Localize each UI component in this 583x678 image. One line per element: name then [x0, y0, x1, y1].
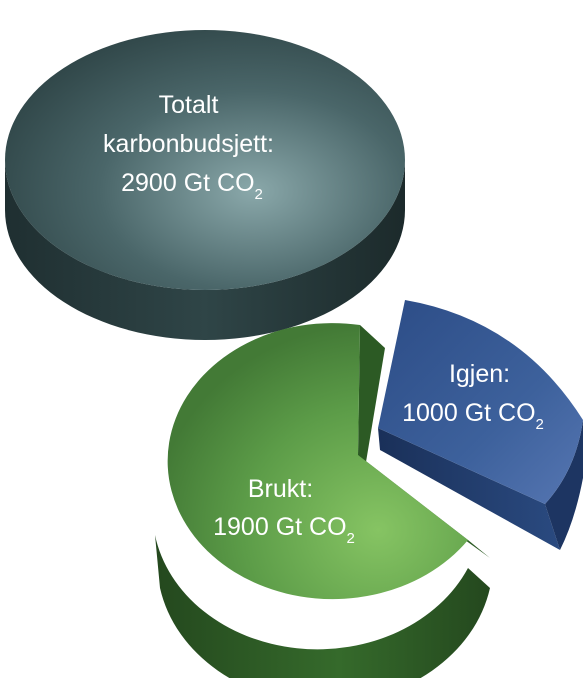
used-slice-inner-wall [358, 325, 385, 468]
remaining-slice-side [378, 428, 560, 550]
used-slice-side [155, 535, 490, 678]
remaining-slice-front [545, 420, 583, 550]
used-unit: Gt CO [276, 513, 347, 541]
used-value: 1900 [213, 513, 269, 541]
remaining-unit: Gt CO [465, 399, 536, 427]
remaining-label: Igjen: 1000 Gt CO2 [402, 360, 544, 433]
total-unit-subscript: 2 [255, 186, 263, 203]
total-budget-pie: Totalt karbonbudsjett: 2900 Gt CO2 [5, 30, 405, 340]
total-label-line-1: Totalt [159, 91, 219, 119]
used-slice-top [167, 323, 468, 600]
total-label-line-2: karbonbudsjett: [103, 130, 274, 158]
used-unit-subscript: 2 [347, 530, 355, 547]
remaining-unit-subscript: 2 [536, 416, 544, 433]
total-slice-top [5, 30, 405, 290]
total-slice-side [5, 160, 405, 340]
remaining-value: 1000 [402, 399, 458, 427]
total-value: 2900 [121, 169, 177, 197]
total-label: Totalt karbonbudsjett: 2900 Gt CO2 [103, 91, 281, 203]
used-label: Brukt: 1900 Gt CO2 [213, 475, 355, 547]
used-label-line-1: Brukt: [248, 475, 313, 503]
remaining-label-line-1: Igjen: [449, 360, 510, 388]
remaining-slice-top [378, 300, 583, 504]
total-unit: Gt CO [184, 169, 255, 197]
used-slice-group: Brukt: 1900 Gt CO2 [155, 323, 490, 678]
remaining-slice-group: Igjen: 1000 Gt CO2 [378, 300, 583, 550]
